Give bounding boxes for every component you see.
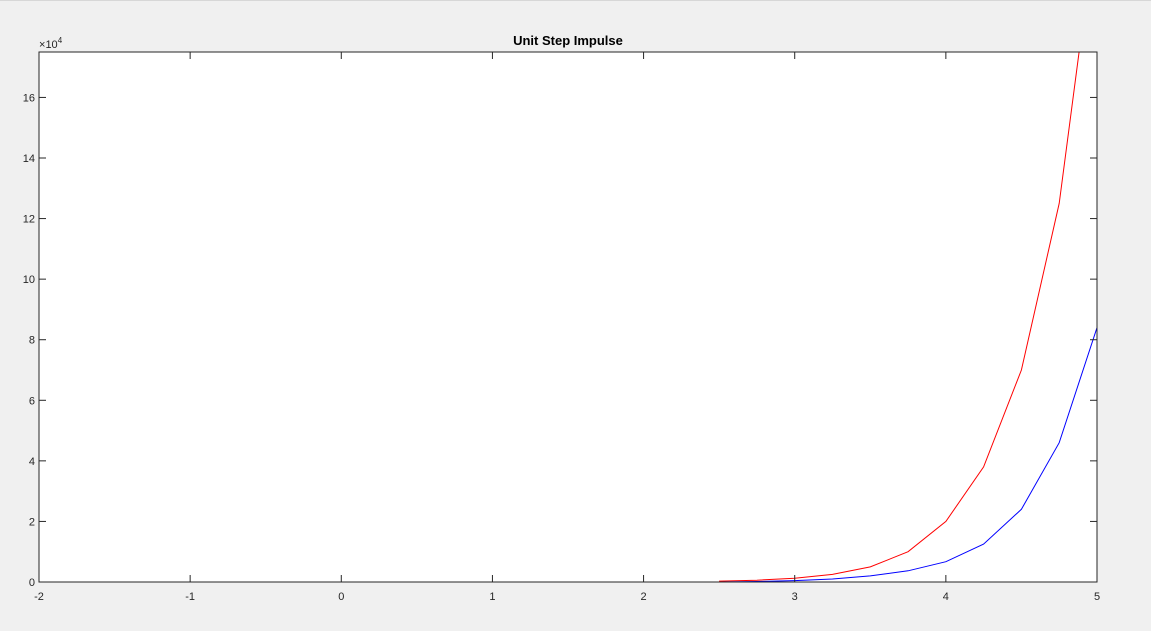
x-tick-label: 3 bbox=[792, 591, 798, 603]
y-tick-label: 12 bbox=[23, 214, 35, 226]
x-tick-label: 4 bbox=[943, 591, 949, 603]
y-exponent-power: 4 bbox=[58, 36, 63, 45]
chart-title: Unit Step Impulse bbox=[513, 33, 623, 48]
series-line-1 bbox=[719, 52, 1080, 582]
svg-text:×104: ×104 bbox=[39, 36, 63, 51]
y-exponent-prefix: × bbox=[39, 39, 45, 51]
x-tick-label: -2 bbox=[34, 591, 44, 603]
y-tick-label: 0 bbox=[29, 577, 35, 589]
y-tick-label: 6 bbox=[29, 395, 35, 407]
y-tick-label: 16 bbox=[23, 92, 35, 104]
x-tick-label: 5 bbox=[1094, 591, 1100, 603]
x-tick-label: 2 bbox=[641, 591, 647, 603]
y-tick-label: 4 bbox=[29, 456, 35, 468]
y-exponent-label: ×104 bbox=[39, 36, 63, 51]
x-tick-label: 1 bbox=[489, 591, 495, 603]
x-tick-label: 0 bbox=[338, 591, 344, 603]
y-exponent-base: 10 bbox=[45, 39, 57, 51]
y-tick-label: 10 bbox=[23, 274, 35, 286]
plot-area bbox=[39, 52, 1097, 582]
y-tick-label: 14 bbox=[23, 153, 35, 165]
y-tick-label: 8 bbox=[29, 335, 35, 347]
x-tick-label: -1 bbox=[185, 591, 195, 603]
y-tick-label: 2 bbox=[29, 516, 35, 528]
axes-box bbox=[38, 51, 1098, 583]
